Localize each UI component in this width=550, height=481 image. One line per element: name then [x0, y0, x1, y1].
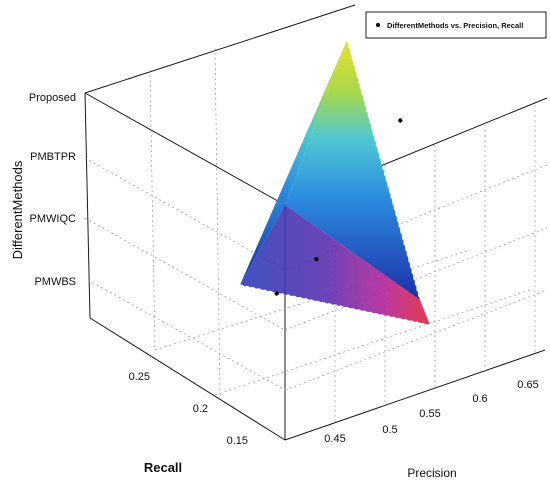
pane-edge	[284, 349, 546, 441]
z-tick-label: Proposed	[29, 92, 76, 104]
y-tick-label: 0.65	[517, 379, 538, 391]
grid-line	[84, 157, 286, 271]
z-tick-label: PMWBS	[34, 276, 76, 288]
x-axis-label: Recall	[144, 460, 182, 475]
pane-edge	[84, 92, 286, 206]
y-tick-label: 0.5	[382, 424, 397, 436]
z-tick-label: PMBTPR	[30, 151, 76, 163]
pane-edge	[89, 317, 286, 441]
pane-edge	[84, 4, 356, 94]
legend-marker	[376, 23, 380, 27]
data-point-proposed	[398, 118, 403, 123]
y-axis-label: Precision	[407, 466, 456, 480]
y-tick-label: 0.45	[324, 433, 345, 445]
pane-edge	[84, 92, 91, 319]
legend-label: DifferentMethods vs. Precision, Recall	[387, 21, 523, 30]
data-points	[274, 118, 403, 296]
y-tick-label: 0.6	[472, 393, 487, 405]
y-tick-label: 0.55	[419, 408, 440, 420]
x-tick-label: 0.2	[193, 403, 208, 415]
surface	[239, 39, 431, 326]
grid-line	[284, 164, 548, 271]
data-point-pmwbs	[274, 291, 279, 296]
grid-line	[284, 289, 548, 391]
z-tick-label: PMWIQC	[30, 213, 76, 225]
x-tick-label: 0.15	[227, 435, 248, 447]
surface-upper-face	[285, 40, 420, 300]
tick-labels: PMWBS PMWIQC PMBTPR Proposed 0.15 0.2 0.25 0.45…	[29, 92, 539, 447]
surface-left-face	[240, 40, 347, 285]
grid-line	[214, 47, 221, 396]
grid-line	[284, 227, 548, 331]
x-tick-label: 0.25	[129, 371, 150, 383]
grid-line	[214, 289, 531, 396]
surface-edge	[239, 284, 431, 326]
grid-lines	[84, 47, 548, 423]
grid-line	[149, 69, 156, 351]
legend: DifferentMethods vs. Precision, Recall	[365, 11, 547, 39]
legend-box	[365, 11, 547, 39]
data-point-pmbtpr	[314, 257, 319, 262]
grid-line	[84, 217, 286, 331]
z-axis-label: DifferentMethods	[10, 160, 25, 259]
